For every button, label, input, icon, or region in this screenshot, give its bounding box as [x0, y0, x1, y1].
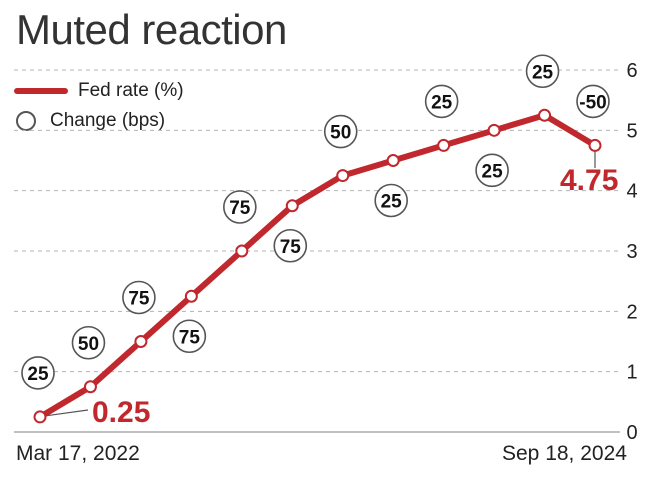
data-point — [538, 108, 552, 122]
change-label: 50 — [330, 123, 351, 144]
legend-label-change: Change (bps) — [50, 110, 166, 131]
x-label-start: Mar 17, 2022 — [16, 442, 140, 465]
change-label: 25 — [532, 62, 554, 83]
legend-item-fed-rate: Fed rate (%) — [14, 76, 184, 106]
data-point — [184, 289, 198, 303]
pointer-line — [44, 409, 89, 417]
data-point — [588, 138, 602, 152]
change-label: 25 — [381, 192, 403, 213]
value-label-start: 0.25 — [92, 396, 150, 429]
change-label: -50 — [579, 92, 606, 113]
y-tick-label: 5 — [626, 120, 637, 142]
change-bubble — [475, 153, 509, 188]
change-bubble — [172, 319, 207, 354]
change-label: 75 — [280, 237, 302, 258]
change-label: 75 — [179, 327, 201, 348]
y-tick-label: 2 — [626, 301, 637, 323]
change-bubble — [323, 114, 358, 149]
y-tick-label: 0 — [626, 422, 637, 444]
change-bubble — [374, 183, 408, 218]
change-label: 50 — [78, 334, 99, 355]
data-point — [285, 199, 299, 213]
data-point — [235, 244, 249, 258]
data-point — [437, 138, 451, 152]
data-point — [134, 335, 148, 348]
y-tick-label: 4 — [626, 181, 637, 203]
data-point — [336, 169, 350, 183]
y-tick-label: 6 — [626, 60, 637, 82]
chart-title: Muted reaction — [16, 6, 287, 53]
y-tick-label: 1 — [626, 362, 637, 384]
change-bubble — [71, 325, 106, 360]
change-label: 75 — [128, 289, 150, 310]
change-label: 75 — [229, 198, 251, 219]
legend-item-change: Change (bps) — [14, 106, 184, 136]
data-point — [33, 410, 47, 424]
legend-label-fed-rate: Fed rate (%) — [78, 80, 184, 101]
change-label: 25 — [27, 364, 49, 385]
y-tick-label: 3 — [626, 241, 637, 263]
legend: Fed rate (%) Change (bps) — [14, 76, 184, 136]
change-label: 25 — [482, 161, 504, 182]
x-label-end: Sep 18, 2024 — [502, 442, 627, 465]
change-label: 25 — [431, 92, 453, 113]
data-point — [386, 154, 400, 167]
change-bubble — [21, 356, 55, 390]
change-bubble — [223, 190, 257, 224]
series-line-fed-rate — [37, 112, 598, 420]
change-bubble — [424, 84, 459, 119]
change-bubble — [273, 228, 308, 263]
value-label-end: 4.75 — [560, 164, 618, 197]
data-point — [487, 123, 501, 137]
change-bubble — [122, 280, 156, 315]
change-bubble — [525, 54, 560, 89]
legend-line-swatch — [14, 88, 68, 94]
data-point — [83, 380, 97, 394]
change-bubble — [576, 84, 610, 119]
